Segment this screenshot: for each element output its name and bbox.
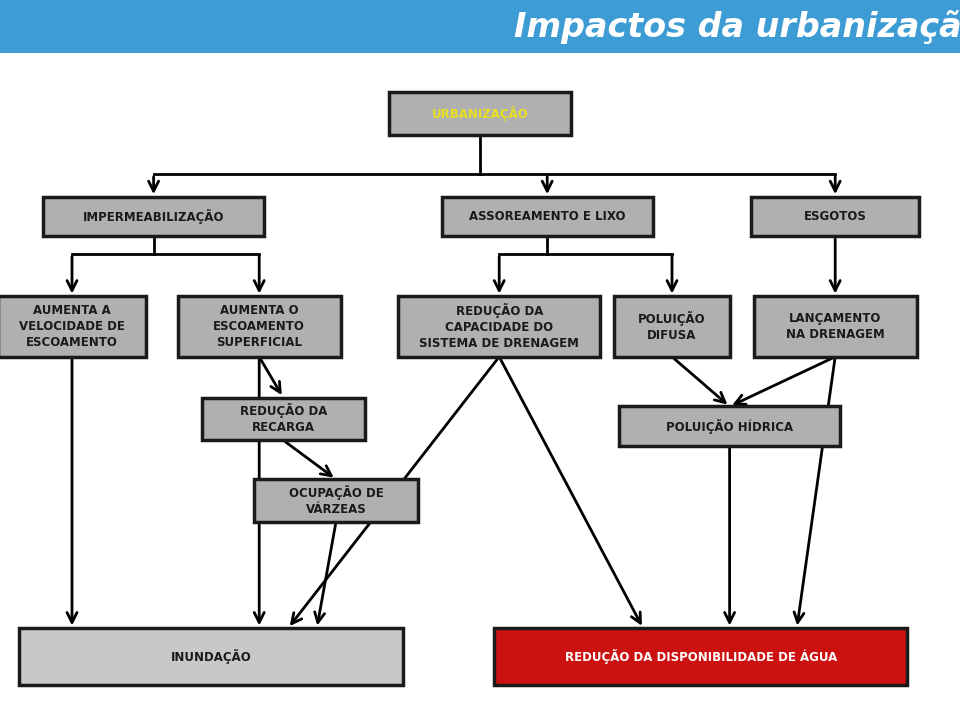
FancyBboxPatch shape bbox=[389, 92, 571, 135]
FancyBboxPatch shape bbox=[0, 297, 146, 356]
Text: REDUÇÃO DA
CAPACIDADE DO
SISTEMA DE DRENAGEM: REDUÇÃO DA CAPACIDADE DO SISTEMA DE DREN… bbox=[420, 303, 579, 350]
Text: Impactos da urbanização: Impactos da urbanização bbox=[514, 10, 960, 43]
Text: POLUIÇÃO
DIFUSA: POLUIÇÃO DIFUSA bbox=[638, 311, 706, 342]
FancyBboxPatch shape bbox=[442, 197, 653, 236]
Text: IMPERMEABILIZAÇÃO: IMPERMEABILIZAÇÃO bbox=[83, 209, 225, 224]
Text: AUMENTA O
ESCOAMENTO
SUPERFICIAL: AUMENTA O ESCOAMENTO SUPERFICIAL bbox=[213, 304, 305, 349]
Text: LANÇAMENTO
NA DRENAGEM: LANÇAMENTO NA DRENAGEM bbox=[786, 312, 884, 341]
FancyBboxPatch shape bbox=[202, 398, 365, 440]
Text: AUMENTA A
VELOCIDADE DE
ESCOAMENTO: AUMENTA A VELOCIDADE DE ESCOAMENTO bbox=[19, 304, 125, 349]
Text: POLUIÇÃO HÍDRICA: POLUIÇÃO HÍDRICA bbox=[666, 418, 793, 434]
Text: ESGOTOS: ESGOTOS bbox=[804, 210, 867, 223]
FancyBboxPatch shape bbox=[751, 197, 920, 236]
Bar bbox=[0, 0, 960, 53]
Text: OCUPAÇÃO DE
VÁRZEAS: OCUPAÇÃO DE VÁRZEAS bbox=[289, 485, 383, 516]
FancyBboxPatch shape bbox=[254, 479, 418, 522]
Text: INUNDAÇÃO: INUNDAÇÃO bbox=[171, 649, 252, 665]
Text: ASSOREAMENTO E LIXO: ASSOREAMENTO E LIXO bbox=[468, 210, 626, 223]
FancyBboxPatch shape bbox=[178, 297, 341, 356]
Text: REDUÇÃO DA
RECARGA: REDUÇÃO DA RECARGA bbox=[239, 403, 327, 435]
Text: REDUÇÃO DA DISPONIBILIDADE DE ÁGUA: REDUÇÃO DA DISPONIBILIDADE DE ÁGUA bbox=[564, 649, 837, 665]
FancyBboxPatch shape bbox=[398, 297, 600, 356]
Text: URBANIZAÇÃO: URBANIZAÇÃO bbox=[432, 106, 528, 121]
FancyBboxPatch shape bbox=[619, 406, 840, 446]
FancyBboxPatch shape bbox=[494, 628, 907, 685]
FancyBboxPatch shape bbox=[754, 297, 917, 356]
FancyBboxPatch shape bbox=[19, 628, 403, 685]
FancyBboxPatch shape bbox=[614, 297, 730, 356]
FancyBboxPatch shape bbox=[43, 197, 264, 236]
